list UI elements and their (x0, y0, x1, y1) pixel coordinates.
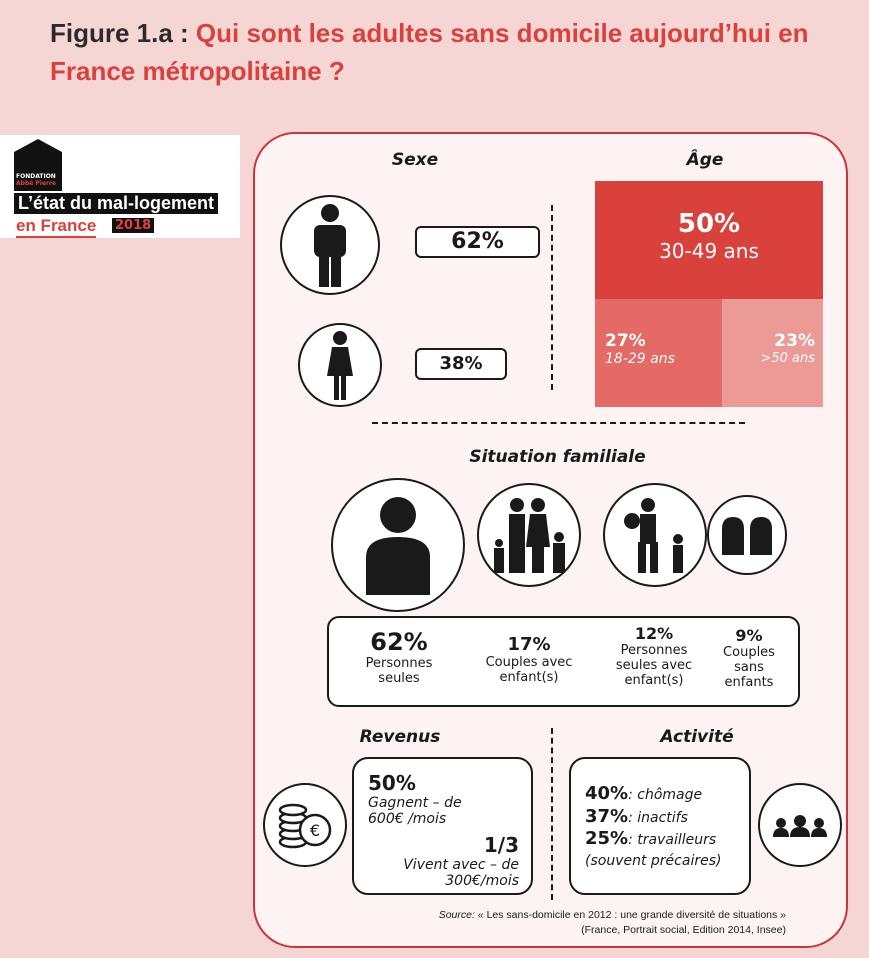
stat-label: Couples avec enfant(s) (485, 655, 573, 685)
logo-year: 2018 (112, 218, 155, 233)
page-title: Figure 1.a : Qui sont les adultes sans d… (50, 14, 850, 90)
revenus-heading: Revenus (359, 727, 441, 747)
family-stat-couples: 9% Couples sans enfants (709, 626, 789, 690)
activite-item: 37%: inactifs (585, 806, 745, 829)
logo-line2: en France (16, 216, 97, 238)
activite-label: : chômage (628, 787, 703, 803)
revenus-value-2: 1/3 (483, 833, 519, 857)
stat-label: Personnes seules avec enfant(s) (615, 643, 693, 688)
activite-box: 40%: chômage 37%: inactifs 25%: travaill… (569, 757, 751, 895)
family-heading: Situation familiale (469, 447, 646, 467)
age-heading: Âge (686, 150, 724, 170)
figure-title: Qui sont les adultes sans domicile aujou… (50, 18, 809, 86)
revenus-box: 50% Gagnent – de 600€ /mois 1/3 Vivent a… (352, 757, 533, 895)
stat-value: 17% (507, 634, 551, 655)
age-young-value: 27% (605, 331, 646, 351)
logo: FONDATION Abbé Pierre L’état du mal-loge… (0, 135, 240, 238)
workers-icon (758, 783, 842, 867)
source-label: Source: (438, 909, 475, 921)
couple-with-children-icon (477, 483, 581, 587)
divider (551, 728, 553, 900)
family-stat-single-parents: 12% Personnes seules avec enfant(s) (599, 624, 709, 688)
age-old-value: 23% (774, 331, 815, 351)
age-30-49-block: 50% 30-49 ans (595, 181, 823, 299)
family-stat-single: 62% Personnes seules (339, 628, 459, 686)
stat-value: 12% (634, 624, 674, 643)
age-young-label: 18-29 ans (605, 351, 675, 367)
stat-label: Personnes seules (365, 656, 433, 686)
coins-euro-icon: € (263, 783, 347, 867)
man-icon (280, 195, 380, 295)
activite-heading: Activité (660, 727, 734, 747)
single-person-icon (331, 478, 465, 612)
svg-text:€: € (310, 821, 320, 840)
logo-line1: L’état du mal-logement (14, 193, 219, 214)
women-percent: 38% (415, 348, 507, 380)
men-percent: 62% (415, 226, 540, 258)
single-parent-icon (603, 483, 707, 587)
sexe-heading: Sexe (391, 150, 439, 170)
activite-value: 40% (585, 783, 629, 804)
age-18-29-block: 27% 18-29 ans (595, 299, 722, 407)
stat-value: 62% (370, 628, 428, 656)
stat-label: Couples sans enfants (723, 645, 775, 690)
stat-value: 9% (735, 626, 763, 645)
divider (372, 422, 745, 424)
activite-item: 25%: travailleurs (souvent précaires) (585, 829, 745, 871)
activite-value: 37% (585, 806, 629, 827)
revenus-text-2: Vivent avec – de 300€/mois (403, 857, 519, 889)
logo-org: FONDATION (16, 173, 56, 180)
source-line-2: (France, Portrait social, Edition 2014, … (581, 924, 786, 936)
age-main-label: 30-49 ans (659, 239, 759, 263)
logo-house-icon (14, 139, 62, 191)
figure-number: Figure 1.a : (50, 18, 196, 48)
family-stats-box: 62% Personnes seules 17% Couples avec enfa… (327, 616, 800, 707)
activite-label: : travailleurs (souvent précaires) (585, 832, 722, 869)
activite-label: : inactifs (628, 810, 688, 826)
source-line-1: « Les sans-domicile en 2012 : une grande… (474, 909, 786, 921)
age-main-value: 50% (677, 209, 741, 239)
activite-list: 40%: chômage 37%: inactifs 25%: travaill… (585, 783, 745, 871)
couple-icon (707, 495, 787, 575)
activite-value: 25% (585, 828, 629, 849)
revenus-text-1: Gagnent – de 600€ /mois (368, 795, 462, 827)
family-stat-couples-children: 17% Couples avec enfant(s) (469, 634, 589, 685)
age-old-label: >50 ans (760, 351, 815, 366)
activite-item: 40%: chômage (585, 783, 745, 806)
age-50-block: 23% >50 ans (722, 299, 823, 407)
logo-org2: Abbé Pierre (16, 180, 56, 187)
source-note: Source: « Les sans-domicile en 2012 : un… (380, 908, 786, 938)
divider (551, 205, 553, 390)
woman-icon (298, 323, 382, 407)
revenus-value-1: 50% (368, 771, 416, 795)
